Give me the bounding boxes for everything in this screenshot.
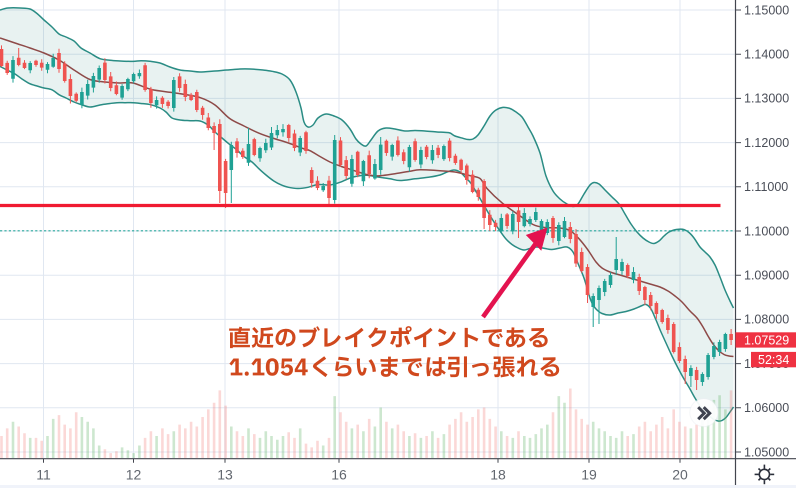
svg-text:1.10000: 1.10000: [744, 224, 789, 238]
svg-text:11: 11: [36, 467, 51, 483]
svg-text:1.06000: 1.06000: [744, 401, 789, 415]
svg-text:19: 19: [581, 467, 597, 483]
svg-text:1.05000: 1.05000: [744, 445, 789, 459]
svg-text:20: 20: [672, 467, 688, 483]
svg-text:1.15000: 1.15000: [744, 3, 789, 17]
svg-text:1.14000: 1.14000: [744, 48, 789, 62]
svg-text:52:34: 52:34: [758, 353, 789, 367]
svg-text:16: 16: [331, 467, 347, 483]
svg-text:1.08000: 1.08000: [744, 313, 789, 327]
svg-text:18: 18: [490, 467, 506, 483]
svg-text:1.07529: 1.07529: [744, 333, 789, 347]
svg-text:1.09000: 1.09000: [744, 269, 789, 283]
svg-text:1.12000: 1.12000: [744, 136, 789, 150]
svg-text:1.13000: 1.13000: [744, 92, 789, 106]
svg-text:1.11000: 1.11000: [744, 180, 788, 194]
svg-text:12: 12: [126, 467, 142, 483]
svg-text:13: 13: [217, 467, 233, 483]
